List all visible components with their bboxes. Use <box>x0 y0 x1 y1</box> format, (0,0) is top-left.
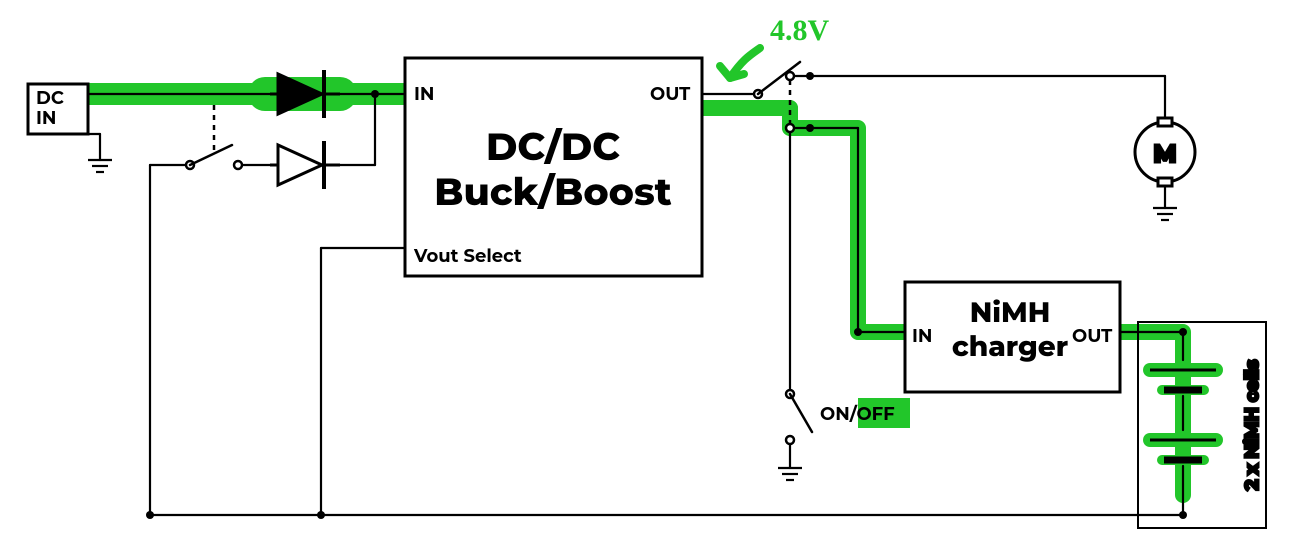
dc-in-label-1: DC <box>36 87 64 109</box>
buck-title-2: Buck/Boost <box>434 168 671 215</box>
switch-sw3-onoff <box>786 390 812 444</box>
motor-label: M <box>1154 140 1177 169</box>
battery-cells: 2 x NiMH cells <box>1138 322 1266 528</box>
svg-text:ON/OFF: ON/OFF <box>820 403 895 425</box>
label-on: ON <box>820 403 850 425</box>
motor-symbol: M <box>1135 118 1195 186</box>
buck-boost-block: IN OUT DC/DC Buck/Boost Vout Select <box>405 58 702 276</box>
charger-title-2: charger <box>952 330 1068 364</box>
charger-out-pin: OUT <box>1072 325 1113 347</box>
dc-in-block: DC IN <box>28 84 88 134</box>
label-off: OFF <box>856 403 895 425</box>
diode-2 <box>270 141 340 189</box>
nimh-charger-block: IN OUT NiMH charger <box>905 282 1120 392</box>
annotation-vout: 4.8V <box>770 14 830 47</box>
circuit-diagram: DC IN IN OUT DC/DC Buck/Boost Vout Selec… <box>0 0 1309 558</box>
buck-in-pin: IN <box>414 83 434 105</box>
charger-title-1: NiMH <box>970 296 1051 330</box>
dc-in-label-2: IN <box>36 107 56 129</box>
buck-vout-select: Vout Select <box>413 245 522 267</box>
buck-title-1: DC/DC <box>486 123 620 170</box>
cells-label: 2 x NiMH cells <box>1241 359 1263 490</box>
on-off-label: ON/OFF <box>820 403 895 425</box>
charger-in-pin: IN <box>912 325 932 347</box>
buck-out-pin: OUT <box>650 83 691 105</box>
